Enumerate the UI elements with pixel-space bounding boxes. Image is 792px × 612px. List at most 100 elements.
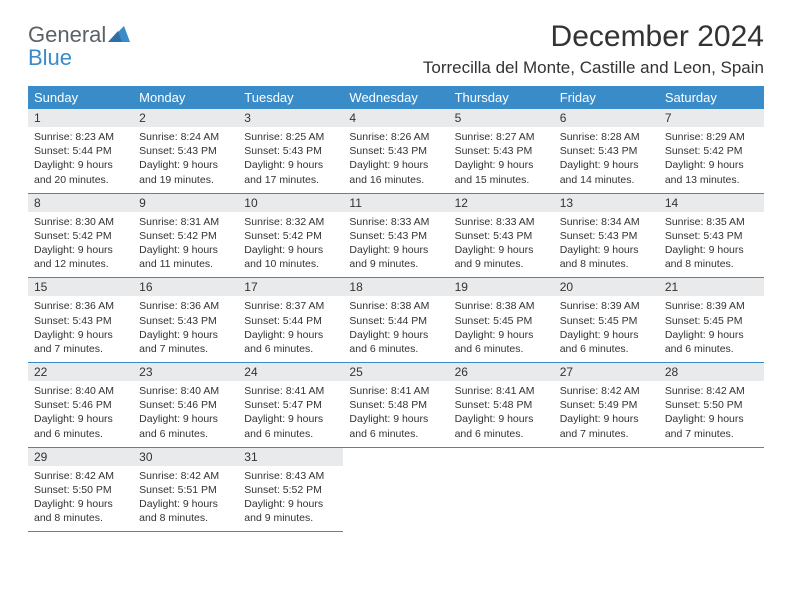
weekday-header: Monday [133, 86, 238, 109]
day-number: 24 [238, 363, 343, 382]
day-d1: Daylight: 9 hours [349, 158, 442, 172]
day-number-row: 293031 [28, 447, 764, 466]
day-body-row: Sunrise: 8:40 AMSunset: 5:46 PMDaylight:… [28, 381, 764, 447]
day-number: 16 [133, 278, 238, 297]
day-cell: Sunrise: 8:25 AMSunset: 5:43 PMDaylight:… [238, 127, 343, 193]
day-sr: Sunrise: 8:42 AM [665, 384, 758, 398]
day-cell [554, 466, 659, 532]
day-number [449, 447, 554, 466]
day-number: 23 [133, 363, 238, 382]
day-d2: and 6 minutes. [244, 427, 337, 441]
day-ss: Sunset: 5:43 PM [139, 144, 232, 158]
day-sr: Sunrise: 8:36 AM [139, 299, 232, 313]
day-number [343, 447, 448, 466]
day-d1: Daylight: 9 hours [139, 243, 232, 257]
day-ss: Sunset: 5:44 PM [244, 314, 337, 328]
day-number: 3 [238, 109, 343, 127]
day-d2: and 6 minutes. [139, 427, 232, 441]
day-d1: Daylight: 9 hours [665, 158, 758, 172]
day-sr: Sunrise: 8:41 AM [244, 384, 337, 398]
title-block: December 2024 Torrecilla del Monte, Cast… [423, 20, 764, 78]
day-ss: Sunset: 5:43 PM [455, 229, 548, 243]
day-sr: Sunrise: 8:38 AM [455, 299, 548, 313]
day-d2: and 6 minutes. [349, 342, 442, 356]
day-sr: Sunrise: 8:42 AM [560, 384, 653, 398]
day-d1: Daylight: 9 hours [139, 497, 232, 511]
day-d2: and 7 minutes. [560, 427, 653, 441]
day-ss: Sunset: 5:50 PM [34, 483, 127, 497]
day-sr: Sunrise: 8:33 AM [455, 215, 548, 229]
day-cell: Sunrise: 8:32 AMSunset: 5:42 PMDaylight:… [238, 212, 343, 278]
day-d2: and 16 minutes. [349, 173, 442, 187]
day-ss: Sunset: 5:44 PM [349, 314, 442, 328]
day-d1: Daylight: 9 hours [349, 243, 442, 257]
day-body-row: Sunrise: 8:36 AMSunset: 5:43 PMDaylight:… [28, 296, 764, 362]
day-d2: and 13 minutes. [665, 173, 758, 187]
day-ss: Sunset: 5:43 PM [139, 314, 232, 328]
day-d1: Daylight: 9 hours [139, 412, 232, 426]
day-d1: Daylight: 9 hours [560, 328, 653, 342]
day-number: 30 [133, 447, 238, 466]
day-d2: and 9 minutes. [349, 257, 442, 271]
day-sr: Sunrise: 8:35 AM [665, 215, 758, 229]
day-d1: Daylight: 9 hours [244, 328, 337, 342]
day-d1: Daylight: 9 hours [455, 243, 548, 257]
day-cell: Sunrise: 8:43 AMSunset: 5:52 PMDaylight:… [238, 466, 343, 532]
day-sr: Sunrise: 8:39 AM [560, 299, 653, 313]
day-cell: Sunrise: 8:41 AMSunset: 5:47 PMDaylight:… [238, 381, 343, 447]
day-cell: Sunrise: 8:35 AMSunset: 5:43 PMDaylight:… [659, 212, 764, 278]
day-number: 19 [449, 278, 554, 297]
day-d2: and 6 minutes. [665, 342, 758, 356]
day-d1: Daylight: 9 hours [455, 412, 548, 426]
day-d1: Daylight: 9 hours [139, 158, 232, 172]
brand-word-general: General [28, 22, 106, 47]
weekday-header: Sunday [28, 86, 133, 109]
day-ss: Sunset: 5:46 PM [34, 398, 127, 412]
day-d1: Daylight: 9 hours [349, 328, 442, 342]
day-number: 17 [238, 278, 343, 297]
day-d2: and 20 minutes. [34, 173, 127, 187]
day-ss: Sunset: 5:47 PM [244, 398, 337, 412]
day-ss: Sunset: 5:42 PM [34, 229, 127, 243]
day-d1: Daylight: 9 hours [34, 497, 127, 511]
day-body-row: Sunrise: 8:30 AMSunset: 5:42 PMDaylight:… [28, 212, 764, 278]
day-d1: Daylight: 9 hours [34, 412, 127, 426]
day-number: 18 [343, 278, 448, 297]
day-ss: Sunset: 5:50 PM [665, 398, 758, 412]
day-ss: Sunset: 5:43 PM [665, 229, 758, 243]
day-number: 14 [659, 193, 764, 212]
day-ss: Sunset: 5:44 PM [34, 144, 127, 158]
day-ss: Sunset: 5:43 PM [560, 229, 653, 243]
day-number-row: 1234567 [28, 109, 764, 127]
day-sr: Sunrise: 8:23 AM [34, 130, 127, 144]
day-cell [343, 466, 448, 532]
day-ss: Sunset: 5:43 PM [349, 144, 442, 158]
day-sr: Sunrise: 8:41 AM [455, 384, 548, 398]
day-d2: and 6 minutes. [244, 342, 337, 356]
day-sr: Sunrise: 8:30 AM [34, 215, 127, 229]
day-number: 8 [28, 193, 133, 212]
day-number: 22 [28, 363, 133, 382]
day-number: 28 [659, 363, 764, 382]
day-cell: Sunrise: 8:29 AMSunset: 5:42 PMDaylight:… [659, 127, 764, 193]
day-d1: Daylight: 9 hours [560, 412, 653, 426]
day-d2: and 8 minutes. [665, 257, 758, 271]
day-ss: Sunset: 5:46 PM [139, 398, 232, 412]
weekday-header: Thursday [449, 86, 554, 109]
day-sr: Sunrise: 8:24 AM [139, 130, 232, 144]
day-number: 5 [449, 109, 554, 127]
day-cell: Sunrise: 8:31 AMSunset: 5:42 PMDaylight:… [133, 212, 238, 278]
day-d1: Daylight: 9 hours [665, 412, 758, 426]
day-number: 31 [238, 447, 343, 466]
day-d2: and 6 minutes. [34, 427, 127, 441]
day-sr: Sunrise: 8:39 AM [665, 299, 758, 313]
day-sr: Sunrise: 8:43 AM [244, 469, 337, 483]
day-d1: Daylight: 9 hours [244, 243, 337, 257]
brand-word-blue: Blue [28, 45, 72, 70]
day-ss: Sunset: 5:42 PM [244, 229, 337, 243]
day-d2: and 6 minutes. [455, 342, 548, 356]
day-d2: and 8 minutes. [560, 257, 653, 271]
day-cell: Sunrise: 8:36 AMSunset: 5:43 PMDaylight:… [133, 296, 238, 362]
day-sr: Sunrise: 8:36 AM [34, 299, 127, 313]
day-cell: Sunrise: 8:30 AMSunset: 5:42 PMDaylight:… [28, 212, 133, 278]
